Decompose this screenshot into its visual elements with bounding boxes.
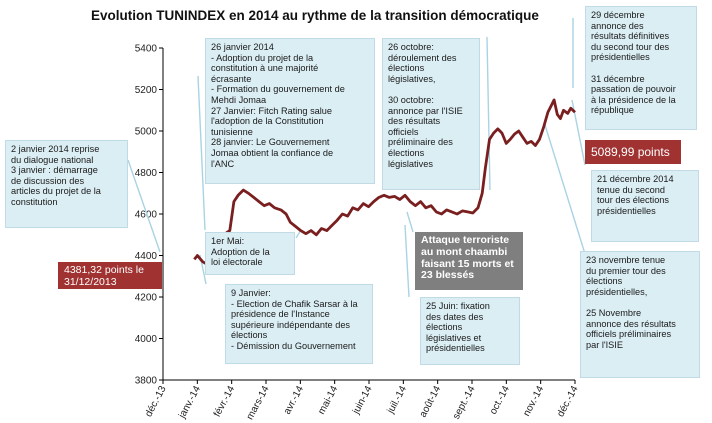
y-tick-label: 4600 — [135, 210, 158, 221]
x-tick-label: sept.-14 — [451, 384, 478, 421]
annotation-may01: 1er Mai: Adoption de la loi électorale — [205, 232, 295, 275]
annotation-jan09: 9 Janvier: - Election de Chafik Sarsar à… — [225, 284, 373, 364]
y-tick-label: 5400 — [135, 44, 158, 55]
annotation-jan02: 2 janvier 2014 reprise du dialogue natio… — [5, 140, 128, 228]
annotation-dec21: 21 décembre 2014 tenue du second tour de… — [591, 170, 699, 242]
annotation-connector — [544, 124, 591, 271]
y-tick-label: 3800 — [135, 376, 158, 387]
x-tick-label: juin-14 — [350, 384, 374, 417]
x-tick-label: avr.-14 — [282, 384, 306, 417]
x-tick-label: oct.-14 — [488, 384, 512, 417]
annotation-terror-attack: Attaque terroriste au mont chaambi faisa… — [415, 232, 523, 290]
x-tick-label: févr.-14 — [212, 384, 238, 419]
x-tick-label: août-14 — [418, 384, 444, 419]
x-tick-label: déc.-13 — [143, 384, 169, 419]
value-label-start: 4381,32 points le 31/12/2013 — [58, 262, 162, 289]
y-tick-label: 4400 — [135, 251, 158, 262]
y-tick-label: 5200 — [135, 85, 158, 96]
x-tick-label: juil.-14 — [385, 384, 409, 416]
annotation-jan26: 26 janvier 2014 - Adoption du projet de … — [205, 38, 375, 184]
annotation-dec29: 29 décembre annonce des résultats défini… — [585, 6, 697, 130]
series-layer — [193, 98, 576, 267]
y-tick-label: 4800 — [135, 168, 158, 179]
y-tick-label: 4200 — [135, 293, 158, 304]
annotation-oct26: 26 octobre: déroulement des élections lé… — [382, 38, 480, 190]
annotation-nov23: 23 novembre tenue du premier tour des él… — [580, 251, 700, 378]
y-tick-label: 5000 — [135, 127, 158, 138]
x-tick-label: mars-14 — [245, 384, 272, 422]
x-tick-label: mai-14 — [316, 384, 340, 417]
annotation-connector — [486, 36, 491, 191]
annotation-connectors — [127, 18, 591, 298]
value-label-end: 5089,99 points — [585, 140, 681, 164]
y-tick-label: 4000 — [135, 334, 158, 345]
annotation-connector — [127, 159, 161, 253]
annotation-connector — [404, 224, 410, 298]
series-line-tunindex — [193, 98, 576, 267]
x-tick-label: janv.-14 — [176, 384, 203, 421]
annotation-jun25: 25 Juin: fixation des dates des élection… — [420, 297, 520, 365]
x-tick-label: nov.-14 — [521, 384, 546, 418]
annotation-connector — [406, 211, 414, 233]
annotation-connector — [197, 75, 206, 231]
x-tick-label: déc.-14 — [555, 384, 581, 419]
chart-title: Evolution TUNINDEX en 2014 au rythme de … — [91, 8, 539, 23]
